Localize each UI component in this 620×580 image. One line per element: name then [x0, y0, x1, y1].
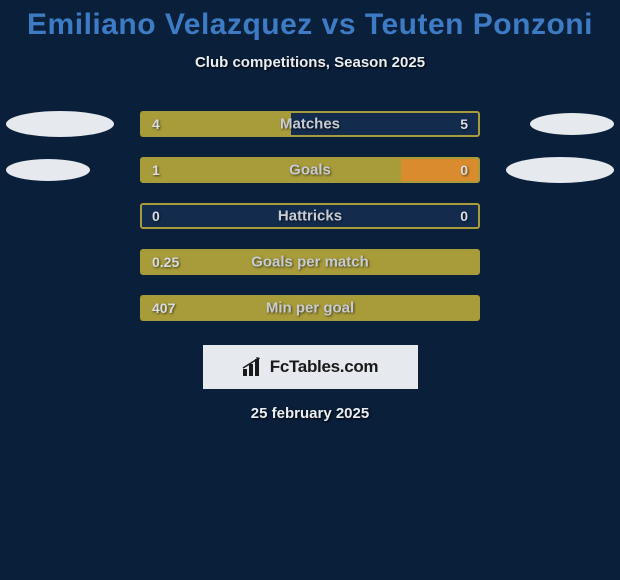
subtitle: Club competitions, Season 2025: [0, 54, 620, 71]
stat-label: Min per goal: [142, 300, 478, 317]
comparison-chart: 45Matches 10Goals 00Hattricks 0.25Goals per…: [0, 71, 620, 331]
logo-text: FcTables.com: [270, 357, 379, 377]
player-left-marker: [6, 111, 114, 137]
stat-bar: 00Hattricks: [140, 203, 480, 229]
stat-row: 10Goals: [0, 147, 620, 193]
player-left-marker: [6, 159, 90, 181]
stat-row: 00Hattricks: [0, 193, 620, 239]
site-logo[interactable]: FcTables.com: [203, 345, 418, 389]
stat-row: 407Min per goal: [0, 285, 620, 331]
stat-label: Matches: [142, 116, 478, 133]
stat-label: Goals per match: [142, 254, 478, 271]
comparison-infographic: Emiliano Velazquez vs Teuten Ponzoni Clu…: [0, 0, 620, 580]
player-right-marker: [506, 157, 614, 183]
date-label: 25 february 2025: [0, 405, 620, 422]
stat-row: 45Matches: [0, 101, 620, 147]
player-right-marker: [530, 113, 614, 135]
stat-bar: 0.25Goals per match: [140, 249, 480, 275]
bars-chart-icon: [242, 357, 264, 377]
stat-bar: 10Goals: [140, 157, 480, 183]
stat-bar: 45Matches: [140, 111, 480, 137]
stat-label: Hattricks: [142, 208, 478, 225]
stat-bar: 407Min per goal: [140, 295, 480, 321]
stat-label: Goals: [142, 162, 478, 179]
stat-row: 0.25Goals per match: [0, 239, 620, 285]
page-title: Emiliano Velazquez vs Teuten Ponzoni: [0, 0, 620, 42]
